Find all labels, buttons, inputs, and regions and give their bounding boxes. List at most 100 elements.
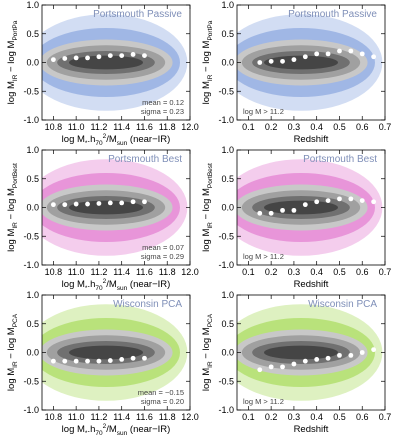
median-point	[62, 56, 68, 61]
panel-title: Wisconsin PCA	[308, 299, 377, 310]
x-tick-label: 0.4	[310, 412, 323, 422]
y-tick-label: 1.0	[221, 0, 234, 10]
x-tick-label: 11.6	[136, 412, 153, 422]
label-part: log M	[6, 229, 17, 252]
x-tick-label: 0.3	[288, 267, 301, 277]
y-tick-label: 0.5	[221, 29, 234, 39]
label-part: log M	[62, 424, 85, 435]
x-axis-label: log M*.h702/Msun (near−IR)	[62, 133, 171, 147]
label-part: PortBest	[207, 163, 214, 188]
label-part: (near−IR)	[127, 134, 170, 145]
y-tick-label: -0.5	[23, 86, 39, 96]
y-tick-label: 0.0	[26, 203, 39, 213]
panel: -1.0 -0.5 0.0 0.5 1.0 0.1 0.2 0.3 0.4 0.5 0.6 0.7 Wi…	[201, 290, 391, 435]
label-part: 70	[95, 430, 103, 437]
plot-area	[237, 304, 383, 401]
median-point	[348, 196, 354, 202]
y-tick-label: -1.0	[218, 115, 234, 125]
panel: -1.0 -0.5 0.0 0.5 1.0 0.1 0.2 0.3 0.4 0.5 0.6 0.7 Po…	[201, 0, 391, 145]
y-tick-label: 0.5	[221, 319, 234, 329]
median-point	[359, 350, 365, 355]
label-part: IR	[207, 74, 214, 81]
median-point	[371, 54, 377, 60]
median-point	[62, 358, 68, 364]
median-point	[96, 358, 102, 364]
label-part: Redshift	[294, 279, 329, 290]
label-part: (near−IR)	[127, 424, 170, 435]
median-point	[314, 199, 320, 205]
label-part: log M	[201, 229, 212, 252]
label-part: − log M	[6, 327, 17, 361]
x-tick-label: 0.3	[288, 122, 301, 132]
x-tick-label: 11.8	[159, 122, 176, 132]
label-part: PCA	[207, 313, 214, 327]
x-tick-label: 10.8	[45, 412, 63, 422]
median-point	[302, 358, 308, 364]
y-tick-label: 0.5	[26, 29, 39, 39]
x-tick-label: 0.6	[356, 412, 369, 422]
x-axis-label: Redshift	[294, 134, 329, 145]
x-tick-label: 11.2	[90, 267, 107, 277]
label-part: 70	[95, 140, 103, 147]
density-contour	[69, 55, 143, 70]
x-tick-label: 0.4	[310, 267, 323, 277]
median-point	[268, 58, 274, 64]
x-tick-label: 10.8	[45, 122, 63, 132]
x-tick-label: 0.6	[356, 122, 369, 132]
median-point	[107, 200, 113, 206]
panel: -1.0 -0.5 0.0 0.5 1.0 10.8 11.0 11.2 11.4 11.6 11.…	[6, 145, 199, 292]
density-contour	[69, 345, 143, 360]
median-point	[73, 358, 79, 364]
x-tick-label: 11.0	[68, 412, 85, 422]
y-tick-label: 1.0	[221, 290, 234, 300]
median-point	[314, 51, 320, 57]
median-point	[359, 51, 365, 57]
median-point	[62, 202, 68, 208]
y-tick-label: -1.0	[218, 405, 234, 415]
label-part: Redshift	[294, 424, 329, 435]
median-point	[257, 367, 263, 373]
median-point	[257, 210, 263, 216]
x-tick-label: 12.0	[181, 122, 199, 132]
median-point	[314, 357, 320, 362]
median-point	[291, 57, 297, 63]
y-tick-label: -0.5	[218, 231, 234, 241]
median-point	[50, 202, 56, 208]
x-tick-label: 0.7	[379, 412, 392, 422]
median-point	[142, 355, 147, 361]
label-part: *	[85, 140, 88, 147]
median-point	[302, 202, 308, 208]
median-point	[291, 361, 297, 367]
label-part: PortPa	[207, 20, 214, 40]
panel-title: Portsmouth Passive	[288, 9, 377, 20]
y-tick-label: 0.0	[221, 58, 234, 68]
label-part: − log M	[6, 188, 17, 222]
median-point	[107, 53, 113, 58]
label-part: log M	[201, 368, 212, 391]
x-tick-label: 0.7	[379, 122, 392, 132]
x-tick-label: 11.6	[136, 267, 153, 277]
annotation: log M > 11.2	[243, 107, 284, 116]
annotation: mean = −0.15	[138, 388, 184, 397]
annotation: log M > 11.2	[243, 252, 284, 261]
label-part: *	[85, 430, 88, 437]
y-tick-label: 0.5	[26, 174, 39, 184]
median-point	[348, 352, 354, 358]
median-point	[280, 58, 285, 64]
x-tick-label: 11.6	[136, 122, 153, 132]
y-axis-label: log MIR − log MPortPa	[6, 20, 19, 104]
label-part: IR	[12, 74, 19, 81]
annotation: sigma = 0.29	[141, 252, 184, 261]
label-part: sun	[117, 430, 128, 437]
median-point	[85, 201, 90, 207]
x-tick-label: 11.0	[68, 267, 85, 277]
panel: -1.0 -0.5 0.0 0.5 1.0 10.8 11.0 11.2 11.4 11.6 11.…	[6, 0, 199, 147]
y-tick-label: -0.5	[218, 376, 234, 386]
y-tick-label: 0.5	[26, 319, 39, 329]
y-axis-label: log MIR − log MPCA	[201, 313, 214, 391]
median-point	[371, 347, 377, 353]
label-part: 2	[103, 423, 107, 430]
annotation: sigma = 0.23	[141, 107, 184, 116]
x-tick-label: 0.4	[310, 122, 323, 132]
